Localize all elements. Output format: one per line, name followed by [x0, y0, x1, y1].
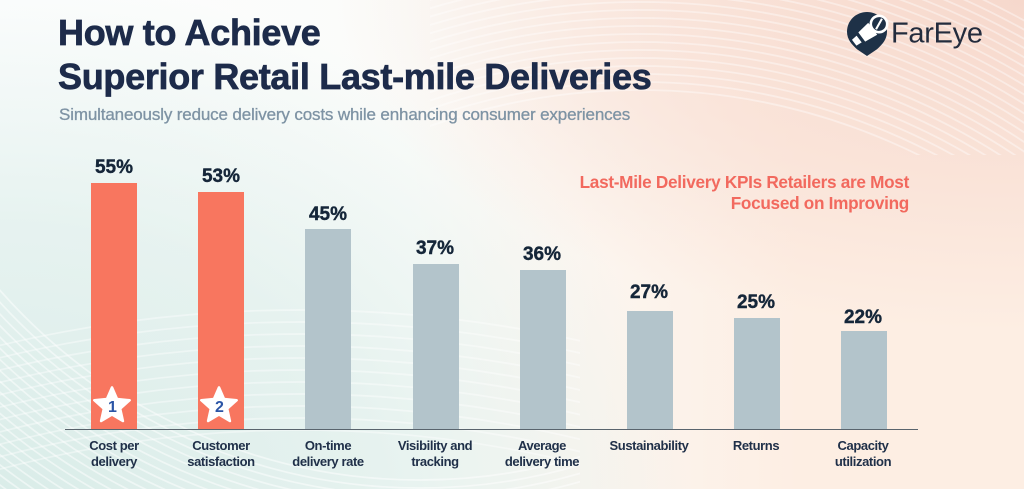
- svg-text:1: 1: [107, 399, 116, 416]
- svg-text:2: 2: [215, 399, 224, 416]
- svg-text:FarEye: FarEye: [891, 18, 983, 50]
